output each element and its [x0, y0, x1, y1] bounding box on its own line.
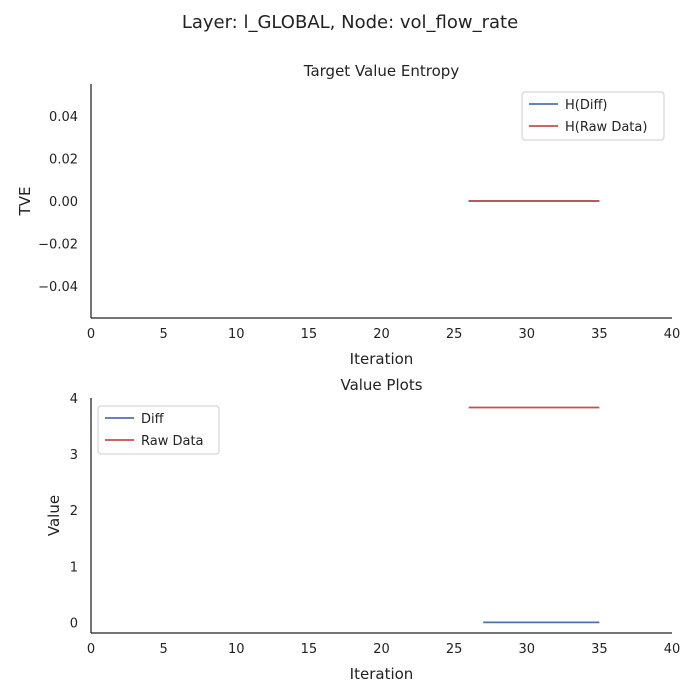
y-tick-label: 0.04 — [49, 110, 78, 125]
x-axis-label: Iteration — [350, 350, 414, 368]
y-tick-label: 0.02 — [49, 152, 78, 167]
x-tick-label: 25 — [446, 642, 463, 657]
x-tick-label: 35 — [591, 642, 608, 657]
y-axis-label: TVE — [16, 187, 34, 217]
subplot-title: Value Plots — [340, 376, 422, 394]
x-tick-label: 5 — [159, 642, 167, 657]
x-tick-label: 20 — [373, 642, 390, 657]
x-tick-label: 15 — [301, 327, 318, 342]
x-tick-label: 0 — [87, 642, 95, 657]
value-subplot: Value Plots 0 5 10 15 20 25 30 35 40 0 1 2 3 4 Iteratio… — [45, 376, 680, 683]
x-tick-label: 5 — [159, 327, 167, 342]
x-tick-label: 0 — [87, 327, 95, 342]
x-tick-label: 10 — [228, 327, 245, 342]
x-tick-label: 25 — [446, 327, 463, 342]
x-tick-label: 30 — [518, 327, 535, 342]
legend-label: Diff — [141, 412, 165, 427]
x-tick-label: 40 — [664, 642, 681, 657]
figure-suptitle: Layer: l_GLOBAL, Node: vol_flow_rate — [182, 12, 518, 33]
y-tick-label: 2 — [70, 504, 78, 519]
y-tick-label: −0.02 — [38, 238, 78, 253]
y-axis-label: Value — [45, 495, 63, 536]
legend-label: H(Diff) — [565, 98, 608, 113]
tve-subplot: Target Value Entropy 0 5 10 15 20 25 30 35 40 0.04… — [16, 62, 680, 368]
x-tick-label: 20 — [373, 327, 390, 342]
x-tick-label: 35 — [591, 327, 608, 342]
y-tick-label: −0.04 — [38, 280, 78, 295]
x-tick-label: 30 — [518, 642, 535, 657]
x-tick-label: 15 — [301, 642, 318, 657]
x-tick-label: 40 — [664, 327, 681, 342]
y-tick-label: 3 — [70, 448, 78, 463]
x-tick-label: 10 — [228, 642, 245, 657]
y-tick-label: 4 — [70, 392, 78, 407]
legend-label: H(Raw Data) — [565, 120, 647, 135]
subplot-title: Target Value Entropy — [303, 62, 460, 80]
y-tick-label: 0 — [70, 616, 78, 631]
legend-label: Raw Data — [141, 434, 204, 449]
y-tick-label: 0.00 — [49, 195, 78, 210]
x-axis-label: Iteration — [350, 665, 414, 683]
y-tick-label: 1 — [70, 560, 78, 575]
